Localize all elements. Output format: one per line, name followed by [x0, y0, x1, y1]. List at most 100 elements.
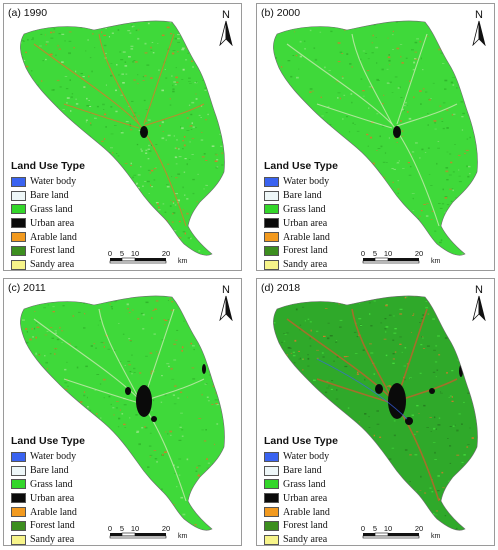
north-arrow-icon: N [219, 9, 233, 46]
scale-tick-label: 0 [361, 249, 365, 258]
legend-item: Water body [11, 175, 111, 189]
watershed-area [273, 295, 478, 531]
legend-item: Urban area [264, 491, 364, 505]
legend-item-label: Grass land [283, 203, 326, 215]
scale-bar: 0 5 10 20 km [361, 524, 441, 540]
legend-item-label: Arable land [30, 231, 77, 243]
legend-swatch [264, 259, 279, 270]
scale-tick-label: 5 [373, 524, 377, 533]
legend-item: Water body [264, 450, 364, 464]
scale-unit: km [431, 533, 441, 540]
legend-item: Arable land [11, 230, 111, 244]
panel-label: (d) 2018 [261, 282, 301, 294]
river-line [63, 378, 140, 404]
watershed-area [20, 295, 225, 531]
legend-swatch [264, 218, 279, 229]
north-letter: N [475, 284, 483, 296]
legend-swatch [11, 507, 26, 518]
legend-swatch [11, 534, 26, 545]
legend-item: Grass land [11, 203, 111, 217]
river-line [98, 308, 140, 400]
legend-item: Forest land [264, 519, 364, 533]
scale-tick-label: 5 [120, 249, 124, 258]
legend-title: Land Use Type [11, 435, 85, 447]
legend-swatch [264, 190, 279, 201]
urban-area [375, 384, 383, 394]
legend-item-label: Arable land [283, 231, 330, 243]
urban-area [370, 447, 376, 455]
legend-item-label: Water body [283, 176, 330, 188]
legend-swatch [264, 176, 279, 187]
legend-item-label: Water body [30, 451, 77, 463]
legend-item-label: Forest land [283, 520, 328, 532]
legend-item-label: Urban area [283, 217, 328, 229]
north-arrow-icon: N [472, 284, 486, 321]
urban-area [140, 126, 148, 138]
legend-swatch [11, 493, 26, 504]
scale-bar: 0 5 10 20 km [361, 249, 441, 265]
legend: Land Use Type Water body Bare land Grass l… [264, 435, 364, 545]
north-arrow-icon: N [219, 284, 233, 321]
legend-items: Water body Bare land Grass land Urban area A… [11, 450, 111, 545]
legend-item-label: Forest land [30, 520, 75, 532]
legend-item-label: Arable land [30, 506, 77, 518]
scale-tick-label: 0 [108, 524, 112, 533]
legend-swatch [264, 479, 279, 490]
legend-title: Land Use Type [11, 160, 85, 172]
legend-item-label: Grass land [283, 478, 326, 490]
urban-area [151, 416, 157, 422]
legend-item: Water body [11, 450, 111, 464]
legend-swatch [11, 451, 26, 462]
scale-tick-label: 10 [384, 249, 392, 258]
map-panel-4: (d) 2018 N Land Use Type Water body Bare … [256, 278, 495, 546]
legend-swatch [264, 520, 279, 531]
map-graphic [20, 20, 225, 256]
legend-title: Land Use Type [264, 160, 338, 172]
legend-swatch [264, 204, 279, 215]
map-graphic [20, 295, 225, 531]
legend-swatch [11, 204, 26, 215]
river-line [396, 103, 458, 127]
urban-area [125, 387, 131, 395]
scale-tick-label: 5 [373, 249, 377, 258]
legend-swatch [264, 232, 279, 243]
legend-item: Arable land [11, 505, 111, 519]
legend-items: Water body Bare land Grass land Urban area A… [11, 175, 111, 271]
legend-item-label: Bare land [30, 465, 69, 477]
scale-tick-label: 10 [131, 249, 139, 258]
legend-item: Sandy area [11, 533, 111, 545]
legend-swatch [11, 218, 26, 229]
legend-item-label: Urban area [30, 492, 75, 504]
legend-swatch [11, 190, 26, 201]
water-line [316, 358, 408, 420]
north-letter: N [222, 9, 230, 21]
river-line [351, 308, 393, 400]
legend-swatch [264, 507, 279, 518]
legend-item-label: Bare land [283, 465, 322, 477]
legend-swatch [11, 479, 26, 490]
legend-item: Urban area [11, 216, 111, 230]
panel-label: (c) 2011 [8, 282, 46, 294]
legend-item: Urban area [264, 216, 364, 230]
legend-item-label: Sandy area [30, 259, 75, 271]
panel-label: (a) 1990 [8, 7, 48, 19]
scale-bar: 0 5 10 20 km [108, 524, 188, 540]
legend-swatch [11, 245, 26, 256]
legend-item: Urban area [11, 491, 111, 505]
legend-item-label: Water body [30, 176, 77, 188]
north-letter: N [222, 284, 230, 296]
map-panel-1: (a) 1990 N Land Use Type Water body Bare … [3, 3, 242, 271]
scale-tick-label: 0 [108, 249, 112, 258]
legend-item: Bare land [11, 189, 111, 203]
legend-item-label: Forest land [283, 245, 328, 257]
urban-area [202, 364, 206, 374]
legend-items: Water body Bare land Grass land Urban area A… [264, 450, 364, 545]
urban-area [120, 446, 124, 452]
scale-tick-label: 20 [162, 249, 170, 258]
legend-item-label: Arable land [283, 506, 330, 518]
legend-item-label: Urban area [30, 217, 75, 229]
legend-swatch [264, 493, 279, 504]
watershed-area [273, 20, 478, 256]
legend-item-label: Grass land [30, 203, 73, 215]
legend-item: Sandy area [264, 533, 364, 545]
